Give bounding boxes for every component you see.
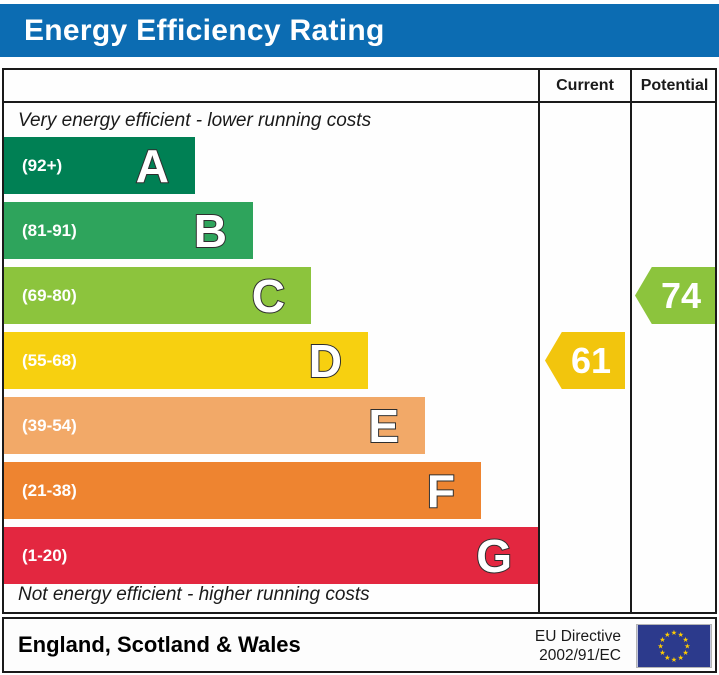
svg-text:★: ★ xyxy=(682,635,688,644)
svg-text:★: ★ xyxy=(684,642,690,651)
band-letter-label: A xyxy=(135,139,170,192)
table-header-row xyxy=(4,70,715,103)
svg-text:★: ★ xyxy=(659,648,665,657)
band-range-label: (81-91) xyxy=(22,220,77,240)
region-label: England, Scotland & Wales xyxy=(18,632,301,657)
footer: England, Scotland & Wales EU Directive 2… xyxy=(2,617,717,673)
eu-directive-label: EU Directive 2002/91/EC xyxy=(535,627,621,666)
band-A: (92+) A xyxy=(4,137,195,194)
band-letter-label: D xyxy=(308,334,343,387)
potential-column-divider xyxy=(630,70,632,612)
band-range-label: (1-20) xyxy=(22,545,68,565)
band-letter-label: C xyxy=(251,269,286,322)
svg-text:★: ★ xyxy=(671,655,677,664)
page-title: Energy Efficiency Rating xyxy=(24,13,385,47)
band-B: (81-91) B xyxy=(4,202,253,259)
band-E: (39-54) E xyxy=(4,397,425,454)
svg-text:★: ★ xyxy=(682,648,688,657)
band-range-label: (69-80) xyxy=(22,285,77,305)
eu-directive-line1: EU Directive xyxy=(534,628,621,645)
rating-table: Current Potential Very energy efficient … xyxy=(2,68,717,614)
top-note: Very energy efficient - lower running co… xyxy=(18,110,372,131)
svg-text:★: ★ xyxy=(664,653,670,662)
band-F: (21-38) F xyxy=(4,462,481,519)
band-range-label: (21-38) xyxy=(22,480,77,500)
current-rating-value: 61 xyxy=(570,339,612,381)
svg-text:★: ★ xyxy=(664,630,670,639)
svg-text:★: ★ xyxy=(671,628,677,637)
potential-rating-value: 74 xyxy=(660,274,702,316)
band-range-label: (39-54) xyxy=(22,415,77,435)
band-C: (69-80) C xyxy=(4,267,311,324)
band-letter-label: B xyxy=(193,204,228,257)
band-D: (55-68) D xyxy=(4,332,368,389)
svg-text:★: ★ xyxy=(677,630,683,639)
eu-flag-icon: ★ ★ ★ ★ ★ ★ ★ ★ ★ ★ ★ ★ xyxy=(636,624,712,668)
svg-text:★: ★ xyxy=(657,642,663,651)
band-letter-label: F xyxy=(426,464,456,517)
bottom-note: Not energy efficient - higher running co… xyxy=(18,584,370,605)
band-range-label: (55-68) xyxy=(22,350,77,370)
band-range-label: (92+) xyxy=(22,155,63,175)
current-rating-arrow: 61 xyxy=(545,332,625,389)
svg-text:★: ★ xyxy=(659,635,665,644)
band-letter-label: E xyxy=(367,399,400,452)
current-column-divider xyxy=(538,70,540,612)
eu-directive-line2: 2002/91/EC xyxy=(539,647,621,665)
column-header-potential: Potential xyxy=(640,77,709,94)
band-G: (1-20) G xyxy=(4,527,538,584)
svg-text:★: ★ xyxy=(677,653,683,662)
band-letter-label: G xyxy=(475,529,513,582)
column-header-current: Current xyxy=(556,77,614,94)
title-bar: Energy Efficiency Rating xyxy=(0,4,719,57)
potential-rating-arrow: 74 xyxy=(635,267,715,324)
